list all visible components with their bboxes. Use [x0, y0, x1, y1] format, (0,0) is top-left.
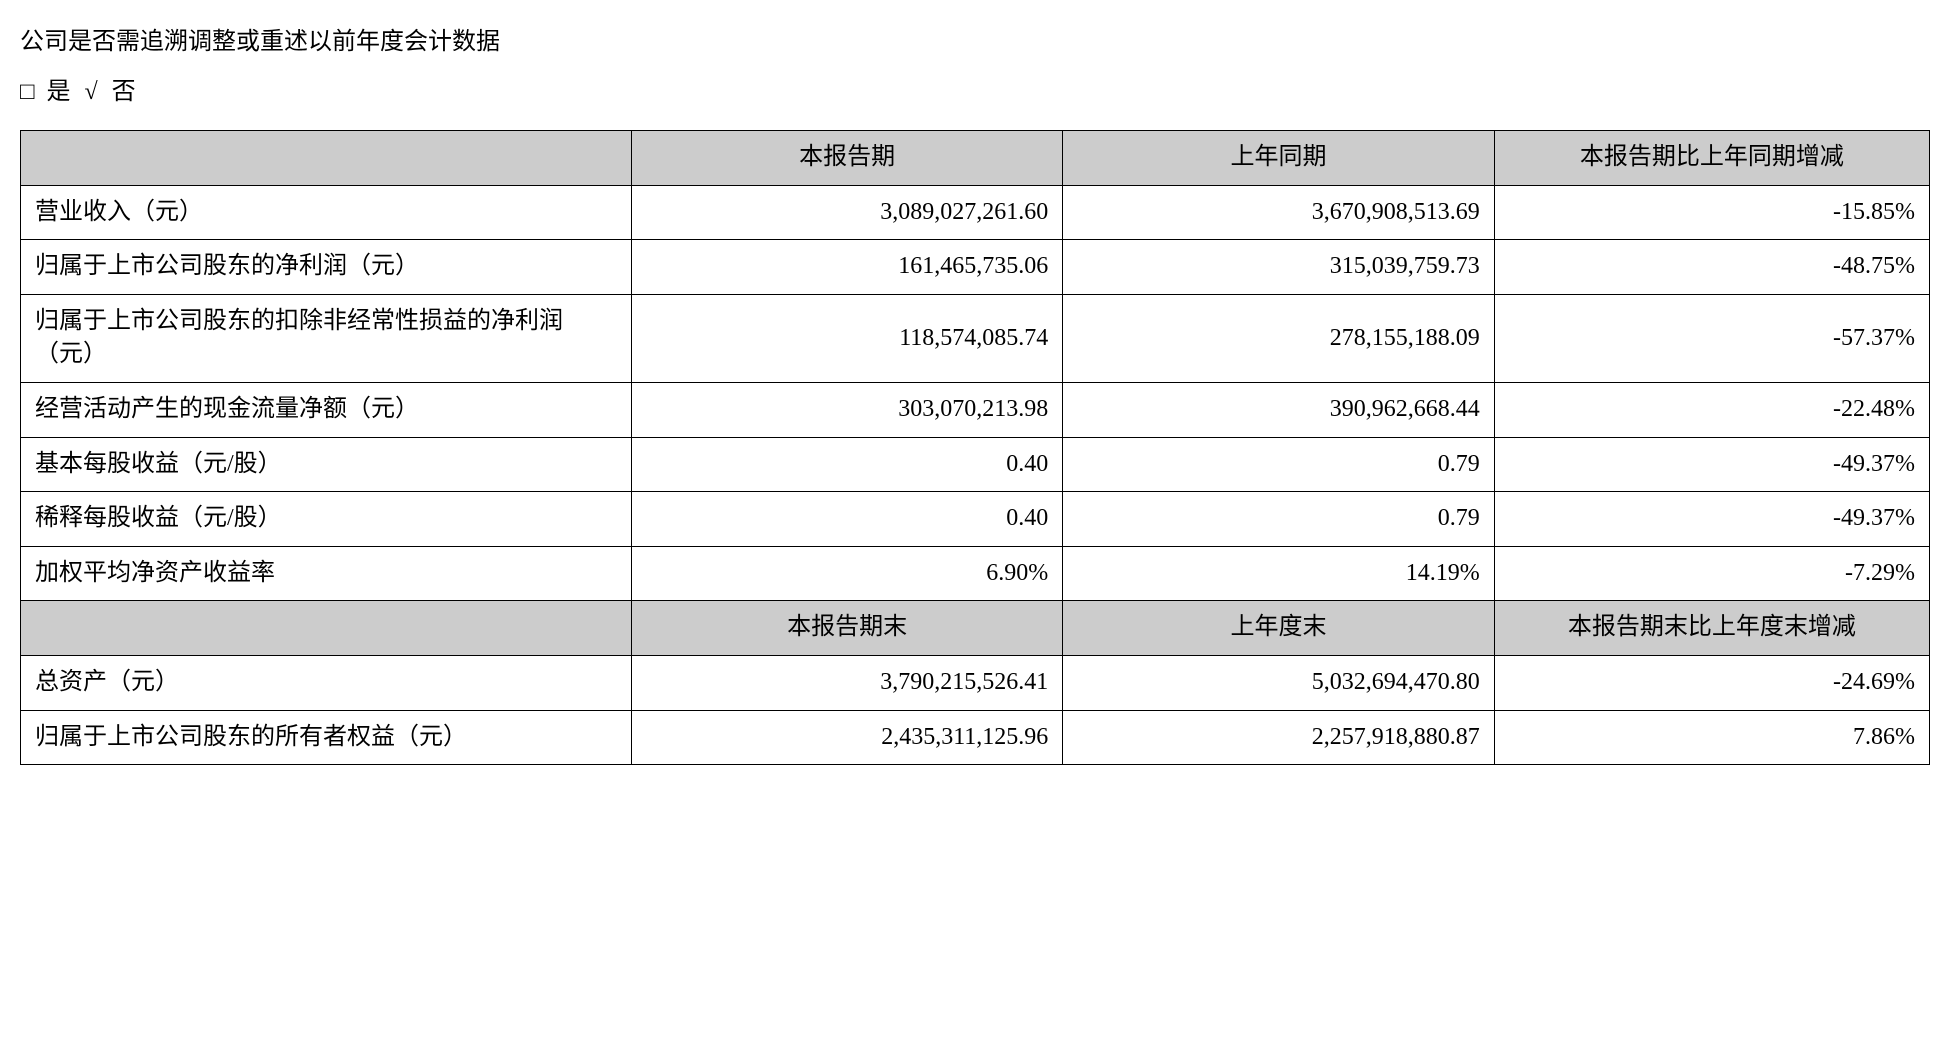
table-row: 稀释每股收益（元/股）0.400.79-49.37% [21, 492, 1930, 547]
value-cell: 2,257,918,880.87 [1063, 710, 1494, 765]
row-label: 归属于上市公司股东的净利润（元） [21, 240, 632, 295]
header-cell: 本报告期比上年同期增减 [1494, 131, 1929, 186]
table-row: 归属于上市公司股东的所有者权益（元）2,435,311,125.962,257,… [21, 710, 1930, 765]
value-cell: 161,465,735.06 [631, 240, 1062, 295]
value-cell: 3,790,215,526.41 [631, 655, 1062, 710]
value-cell: 0.79 [1063, 437, 1494, 492]
value-cell: 0.40 [631, 492, 1062, 547]
value-cell: 14.19% [1063, 546, 1494, 601]
value-cell: 0.40 [631, 437, 1062, 492]
header-cell: 上年同期 [1063, 131, 1494, 186]
header-cell [21, 131, 632, 186]
table-row: 经营活动产生的现金流量净额（元）303,070,213.98390,962,66… [21, 382, 1930, 437]
row-label: 归属于上市公司股东的扣除非经常性损益的净利润（元） [21, 294, 632, 382]
value-cell: 0.79 [1063, 492, 1494, 547]
table-header-row: 本报告期末上年度末本报告期末比上年度末增减 [21, 601, 1930, 656]
row-label: 总资产（元） [21, 655, 632, 710]
checkbox-line: □ 是 √ 否 [20, 74, 1930, 110]
table-row: 归属于上市公司股东的扣除非经常性损益的净利润（元）118,574,085.742… [21, 294, 1930, 382]
option-yes: 是 [47, 79, 71, 105]
value-cell: 3,089,027,261.60 [631, 185, 1062, 240]
row-label: 基本每股收益（元/股） [21, 437, 632, 492]
value-cell: -24.69% [1494, 655, 1929, 710]
financial-table: 本报告期上年同期本报告期比上年同期增减营业收入（元）3,089,027,261.… [20, 130, 1930, 765]
value-cell: -48.75% [1494, 240, 1929, 295]
value-cell: 7.86% [1494, 710, 1929, 765]
checkbox-empty-icon: □ [20, 74, 35, 110]
header-cell: 上年度末 [1063, 601, 1494, 656]
value-cell: 5,032,694,470.80 [1063, 655, 1494, 710]
value-cell: 278,155,188.09 [1063, 294, 1494, 382]
header-cell: 本报告期 [631, 131, 1062, 186]
value-cell: 118,574,085.74 [631, 294, 1062, 382]
value-cell: -7.29% [1494, 546, 1929, 601]
table-row: 总资产（元）3,790,215,526.415,032,694,470.80-2… [21, 655, 1930, 710]
header-cell: 本报告期末 [631, 601, 1062, 656]
value-cell: 390,962,668.44 [1063, 382, 1494, 437]
table-row: 营业收入（元）3,089,027,261.603,670,908,513.69-… [21, 185, 1930, 240]
value-cell: -57.37% [1494, 294, 1929, 382]
row-label: 加权平均净资产收益率 [21, 546, 632, 601]
value-cell: 303,070,213.98 [631, 382, 1062, 437]
row-label: 营业收入（元） [21, 185, 632, 240]
row-label: 稀释每股收益（元/股） [21, 492, 632, 547]
table-row: 基本每股收益（元/股）0.400.79-49.37% [21, 437, 1930, 492]
value-cell: 315,039,759.73 [1063, 240, 1494, 295]
row-label: 归属于上市公司股东的所有者权益（元） [21, 710, 632, 765]
table-row: 加权平均净资产收益率6.90%14.19%-7.29% [21, 546, 1930, 601]
value-cell: 6.90% [631, 546, 1062, 601]
row-label: 经营活动产生的现金流量净额（元） [21, 382, 632, 437]
value-cell: -22.48% [1494, 382, 1929, 437]
option-no: 否 [112, 79, 136, 105]
checkmark-icon: √ [85, 74, 98, 110]
heading-text: 公司是否需追溯调整或重述以前年度会计数据 [20, 24, 1930, 60]
header-cell: 本报告期末比上年度末增减 [1494, 601, 1929, 656]
value-cell: -15.85% [1494, 185, 1929, 240]
table-header-row: 本报告期上年同期本报告期比上年同期增减 [21, 131, 1930, 186]
value-cell: -49.37% [1494, 437, 1929, 492]
table-row: 归属于上市公司股东的净利润（元）161,465,735.06315,039,75… [21, 240, 1930, 295]
header-cell [21, 601, 632, 656]
value-cell: -49.37% [1494, 492, 1929, 547]
value-cell: 3,670,908,513.69 [1063, 185, 1494, 240]
value-cell: 2,435,311,125.96 [631, 710, 1062, 765]
